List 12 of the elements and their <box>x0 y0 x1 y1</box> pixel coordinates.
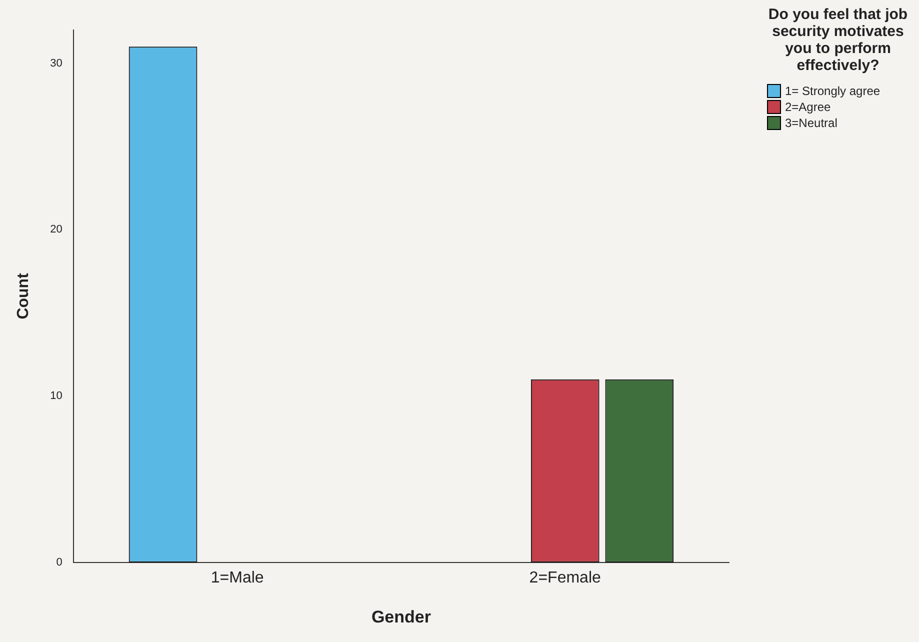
legend-label: 1= Strongly agree <box>785 84 880 98</box>
x-axis-title: Gender <box>371 607 432 626</box>
y-tick-label: 10 <box>50 390 62 402</box>
legend-title: Do you feel that job security motivates you to perform effectively? <box>767 6 909 74</box>
y-tick-label: 20 <box>50 224 62 236</box>
legend-label: 2=Agree <box>785 100 831 114</box>
legend-label: 3=Neutral <box>785 116 838 130</box>
y-tick-label: 30 <box>50 57 62 70</box>
x-tick-label: 1=Male <box>210 569 264 586</box>
y-axis-title: Count <box>15 272 32 320</box>
y-tick-label: 0 <box>56 556 62 568</box>
x-tick-label: 2=Female <box>529 569 602 586</box>
